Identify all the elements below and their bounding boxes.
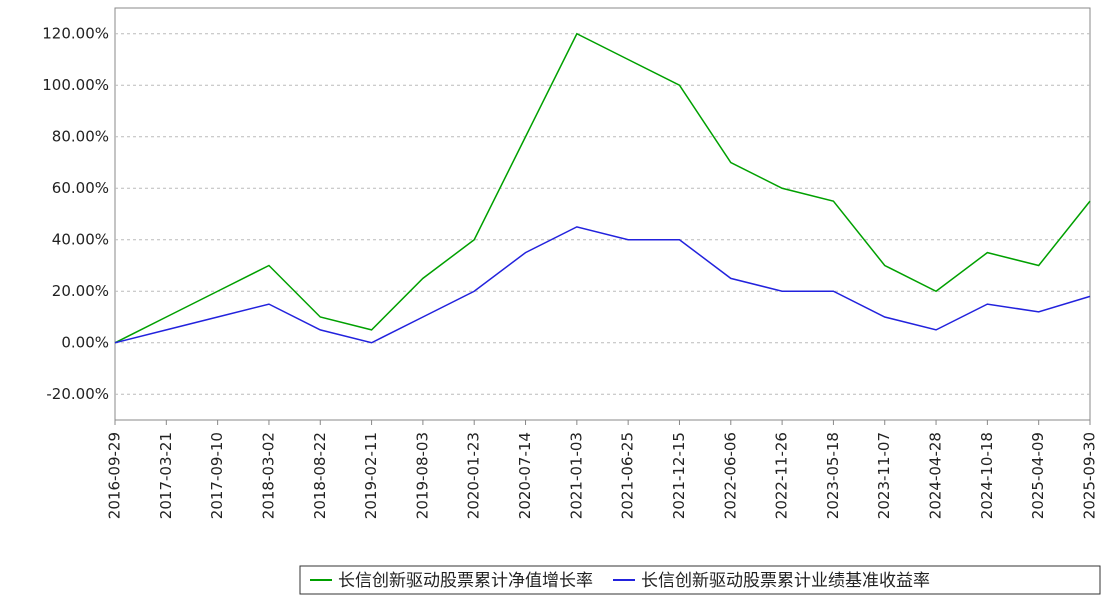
x-tick-label: 2019-08-03 (413, 432, 431, 519)
x-tick-label: 2017-09-10 (208, 432, 226, 519)
legend-label: 长信创新驱动股票累计净值增长率 (338, 571, 593, 591)
x-tick-label: 2020-07-14 (516, 432, 534, 519)
x-tick-label: 2017-03-21 (157, 432, 175, 519)
y-tick-label: 100.00% (42, 76, 109, 94)
y-tick-label: 60.00% (52, 179, 109, 197)
x-tick-label: 2018-03-02 (259, 432, 277, 519)
x-tick-label: 2024-04-28 (927, 432, 945, 519)
x-tick-label: 2021-01-03 (567, 432, 585, 519)
plot-frame (115, 8, 1090, 420)
x-tick-label: 2020-01-23 (465, 432, 483, 519)
x-tick-label: 2024-10-18 (978, 432, 996, 519)
x-tick-label: 2021-12-15 (670, 432, 688, 519)
y-tick-label: 20.00% (52, 282, 109, 300)
y-tick-label: 120.00% (42, 24, 109, 42)
y-tick-label: 40.00% (52, 230, 109, 248)
x-tick-label: 2016-09-29 (106, 432, 124, 519)
x-tick-label: 2025-09-30 (1081, 432, 1099, 519)
x-tick-label: 2022-11-26 (773, 432, 791, 519)
x-tick-label: 2023-11-07 (875, 432, 893, 519)
x-tick-label: 2018-08-22 (311, 432, 329, 519)
y-tick-label: 80.00% (52, 127, 109, 145)
x-tick-label: 2019-02-11 (362, 432, 380, 519)
y-tick-label: -20.00% (46, 385, 109, 403)
x-tick-label: 2025-04-09 (1029, 432, 1047, 519)
chart: -20.00% 0.00% 20.00% 40.00% 60.00% 80.00% 100.… (0, 0, 1112, 599)
x-tick-label: 2021-06-25 (619, 432, 637, 519)
legend-label: 长信创新驱动股票累计业绩基准收益率 (641, 571, 930, 591)
y-tick-label: 0.00% (61, 333, 109, 351)
x-tick-label: 2023-05-18 (824, 432, 842, 519)
x-tick-label: 2022-06-06 (721, 432, 739, 519)
